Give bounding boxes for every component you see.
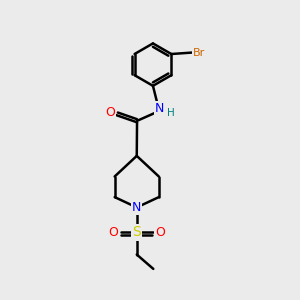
Text: S: S — [132, 225, 141, 239]
Text: Br: Br — [193, 47, 205, 58]
Text: N: N — [132, 201, 141, 214]
Text: H: H — [167, 109, 175, 118]
Text: O: O — [108, 226, 118, 239]
Text: O: O — [106, 106, 116, 119]
Text: N: N — [155, 102, 164, 115]
Text: O: O — [155, 226, 165, 239]
